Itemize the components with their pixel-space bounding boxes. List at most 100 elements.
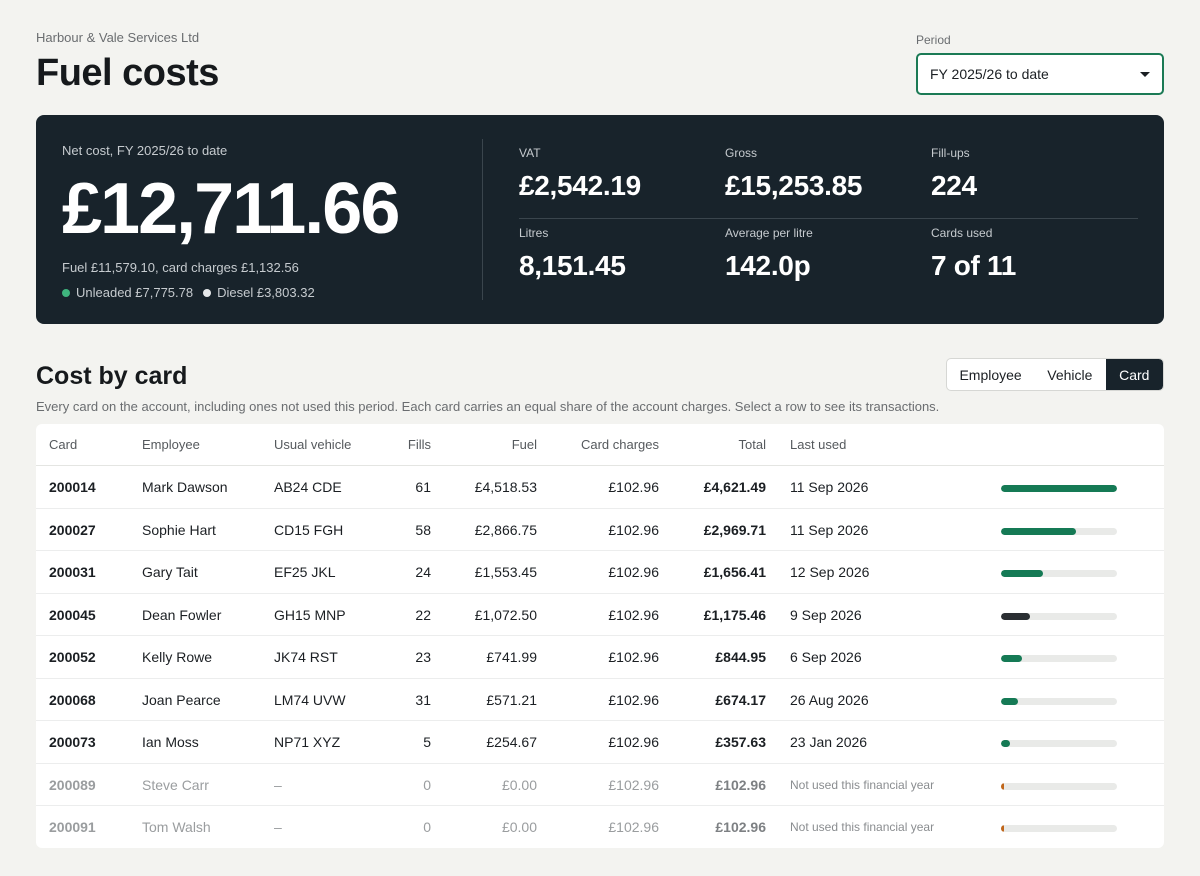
card-charges: £102.96 [608, 649, 659, 665]
card-number: 200068 [49, 691, 96, 708]
cost-share-bar-fill [1001, 612, 1031, 620]
total-cost: £2,969.71 [703, 521, 766, 538]
unleaded-dot-icon [62, 288, 70, 297]
column-header-card-charges[interactable]: Card charges [580, 437, 659, 452]
usual-vehicle: EF25 JKL [274, 564, 336, 580]
table-row[interactable]: 200031 Gary Tait EF25 JKL 24 £1,553.45 £102.9… [36, 551, 1164, 594]
last-used: 23 Jan 2026 [790, 734, 868, 750]
stat-vat: VAT £2,542.19 [519, 146, 641, 202]
view-vehicle-button[interactable]: Vehicle [1047, 366, 1093, 383]
fuel-cost: £741.99 [486, 649, 537, 665]
cost-share-bar [1001, 782, 1117, 790]
fuel-cost: £571.21 [486, 691, 537, 708]
card-charges: £102.96 [608, 521, 659, 538]
card-number: 200014 [49, 479, 96, 495]
fuel-cost: £0.00 [501, 776, 537, 793]
cost-share-bar [1001, 697, 1117, 705]
cost-share-bar-fill [1001, 782, 1004, 790]
total-cost: £674.17 [715, 691, 766, 708]
diesel-dot-icon [203, 288, 212, 297]
table-row[interactable]: 200068 Joan Pearce LM74 UVW 31 £571.21 £102.9… [36, 679, 1164, 721]
stat-value: £2,542.19 [519, 170, 641, 201]
employee-name: Steve Carr [142, 776, 209, 793]
stat-value: £15,253.85 [725, 170, 863, 201]
column-header-employee[interactable]: Employee [142, 437, 200, 452]
diesel-value: Diesel £3,803.32 [217, 285, 315, 300]
stat-label: VAT [519, 146, 541, 160]
card-charges: £102.96 [608, 691, 659, 708]
table-row[interactable]: 200089 Steve Carr – 0 £0.00 £102.96 £102.96 Not… [36, 764, 1164, 806]
column-header-fuel[interactable]: Fuel [511, 437, 537, 452]
employee-name: Ian Moss [142, 734, 199, 750]
cost-share-bar [1001, 655, 1117, 662]
employee-name: Joan Pearce [142, 691, 221, 708]
stat-fillups: Fill-ups 224 [931, 146, 977, 202]
column-header-last-used[interactable]: Last used [790, 437, 847, 452]
last-used: Not used this financial year [790, 820, 935, 834]
cost-share-bar-fill [1001, 527, 1076, 535]
view-card-button[interactable]: Card [1105, 359, 1163, 390]
stat-value: 7 of 11 [931, 250, 1017, 281]
table-row[interactable]: 200014 Mark Dawson AB24 CDE 61 £4,518.53 £102… [36, 466, 1164, 509]
period-label: Period [916, 33, 951, 47]
last-used: 6 Sep 2026 [790, 649, 862, 665]
stat-label: Gross [725, 146, 758, 160]
usual-vehicle: NP71 XYZ [274, 734, 341, 750]
usual-vehicle: GH15 MNP [274, 606, 346, 623]
card-number: 200045 [49, 606, 96, 623]
stat-label: Litres [519, 226, 549, 240]
column-header-fills[interactable]: Fills [407, 437, 431, 452]
cost-by-card-table: Card Employee Usual vehicle Fills Fuel C… [36, 424, 1164, 848]
fuel-cost: £4,518.53 [474, 479, 537, 495]
unleaded-value: Unleaded £7,775.78 [76, 285, 194, 300]
column-header-card[interactable]: Card [49, 437, 78, 452]
employee-name: Mark Dawson [142, 479, 228, 495]
company-name: Harbour & Vale Services Ltd [36, 30, 200, 45]
fills-count: 5 [423, 734, 431, 750]
diesel-item: Diesel £3,803.32 [203, 285, 315, 300]
stat-gross: Gross £15,253.85 [725, 146, 862, 202]
view-toggle: Employee Vehicle Card [946, 358, 1164, 391]
stat-label: Average per litre [725, 226, 813, 240]
last-used: 11 Sep 2026 [790, 521, 869, 538]
fuel-cost: £254.67 [486, 734, 537, 750]
last-used: 12 Sep 2026 [790, 564, 870, 580]
stat-value: 224 [931, 170, 977, 201]
total-cost: £1,656.41 [703, 564, 766, 580]
period-select[interactable]: FY 2025/26 to date [916, 53, 1164, 95]
page-title: Fuel costs [36, 52, 219, 94]
total-cost: £844.95 [715, 649, 766, 665]
table-row[interactable]: 200027 Sophie Hart CD15 FGH 58 £2,866.75 £102… [36, 509, 1164, 551]
table-row[interactable]: 200091 Tom Walsh – 0 £0.00 £102.96 £102.96 Not … [36, 806, 1164, 848]
period-select-value: FY 2025/26 to date [930, 66, 1049, 82]
usual-vehicle: – [274, 819, 282, 835]
fills-count: 24 [415, 564, 431, 580]
usual-vehicle: AB24 CDE [274, 479, 342, 495]
table-row[interactable]: 200073 Ian Moss NP71 XYZ 5 £254.67 £102.96 £35… [36, 721, 1164, 764]
card-number: 200031 [49, 564, 96, 580]
usual-vehicle: CD15 FGH [274, 521, 344, 538]
employee-name: Gary Tait [142, 564, 198, 580]
stat-value: 8,151.45 [519, 250, 626, 281]
column-header-vehicle[interactable]: Usual vehicle [274, 437, 352, 452]
card-charges: £102.96 [608, 479, 659, 495]
section-title: Cost by card [36, 362, 188, 390]
table-row[interactable]: 200052 Kelly Rowe JK74 RST 23 £741.99 £102.96… [36, 636, 1164, 679]
net-cost-label: Net cost, FY 2025/26 to date [62, 143, 228, 158]
chevron-down-icon [1140, 71, 1150, 77]
table-row[interactable]: 200045 Dean Fowler GH15 MNP 22 £1,072.50 £102… [36, 594, 1164, 636]
fills-count: 23 [415, 649, 431, 665]
fuel-cost: £1,072.50 [474, 606, 537, 623]
cost-share-bar [1001, 485, 1117, 492]
fuel-type-breakdown: Unleaded £7,775.78 Diesel £3,803.32 [62, 285, 315, 300]
fills-count: 58 [415, 521, 431, 538]
fills-count: 61 [415, 479, 431, 495]
cost-share-bar [1001, 825, 1117, 832]
cost-share-bar-fill [1001, 570, 1043, 577]
column-header-total[interactable]: Total [738, 437, 766, 452]
last-used: 26 Aug 2026 [790, 691, 869, 708]
section-description: Every card on the account, including one… [36, 399, 940, 414]
stat-average-per-litre: Average per litre 142.0p [725, 226, 813, 282]
card-number: 200027 [49, 521, 96, 538]
view-employee-button[interactable]: Employee [959, 366, 1022, 383]
